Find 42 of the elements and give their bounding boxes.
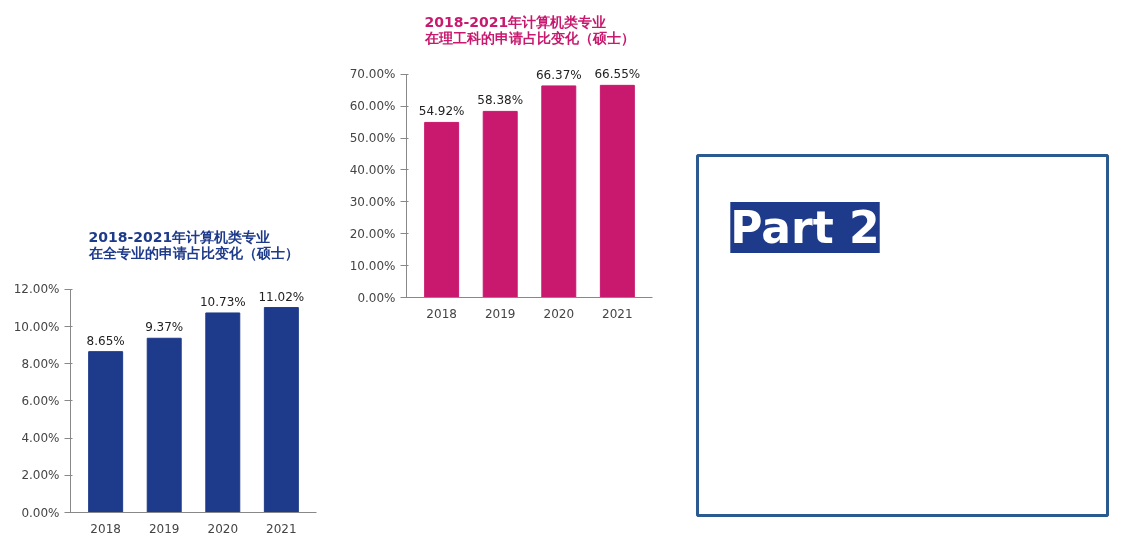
- bar: [146, 337, 182, 513]
- y-tick-label: 50.00%: [349, 131, 396, 146]
- data-label: 58.38%: [477, 93, 524, 108]
- data-label: 66.37%: [535, 67, 582, 82]
- data-label: 10.73%: [199, 294, 246, 309]
- y-tick-label: 20.00%: [349, 226, 396, 241]
- data-label: 66.55%: [594, 67, 641, 82]
- x-tick-label: 2020: [543, 306, 575, 321]
- y-tick-label: 40.00%: [349, 162, 396, 177]
- text: Part 2: [730, 202, 880, 253]
- y-tick-label: 30.00%: [349, 194, 396, 209]
- y-tick-label: 8.00%: [21, 356, 60, 371]
- x-tick-label: 2021: [602, 306, 633, 321]
- data-label: 11.02%: [258, 289, 305, 304]
- y-tick-label: 10.00%: [349, 258, 396, 273]
- x-tick-label: 2020: [207, 521, 239, 536]
- data-label: 54.92%: [418, 104, 465, 119]
- y-tick-label: 10.00%: [13, 319, 60, 334]
- x-tick-label: 2018: [90, 521, 121, 536]
- y-tick-label: 4.00%: [21, 431, 60, 446]
- y-tick-label: 6.00%: [21, 393, 60, 408]
- bar: [424, 121, 460, 298]
- bar: [205, 312, 241, 513]
- x-tick-label: 2019: [148, 521, 180, 536]
- data-label: 8.65%: [86, 333, 125, 348]
- bar: [599, 84, 635, 298]
- chart-title: 2018-2021年计算机类专业在全专业的申请占比变化（硕士）: [87, 228, 299, 261]
- bar: [88, 351, 124, 513]
- bar: [263, 307, 299, 513]
- y-tick-label: 12.00%: [13, 282, 60, 297]
- chart-title: 2018-2021年计算机类专业在理工科的申请占比变化（硕士）: [423, 13, 635, 46]
- bar: [541, 85, 577, 298]
- y-tick-label: 60.00%: [349, 99, 396, 114]
- x-tick-label: 2018: [426, 306, 457, 321]
- x-tick-label: 2021: [266, 521, 297, 536]
- y-tick-label: 0.00%: [357, 290, 396, 305]
- bar: [482, 110, 518, 298]
- y-tick-label: 70.00%: [349, 67, 396, 82]
- y-tick-label: 0.00%: [21, 505, 60, 520]
- y-tick-label: 2.00%: [21, 468, 60, 483]
- x-tick-label: 2019: [484, 306, 516, 321]
- data-label: 9.37%: [145, 320, 184, 335]
